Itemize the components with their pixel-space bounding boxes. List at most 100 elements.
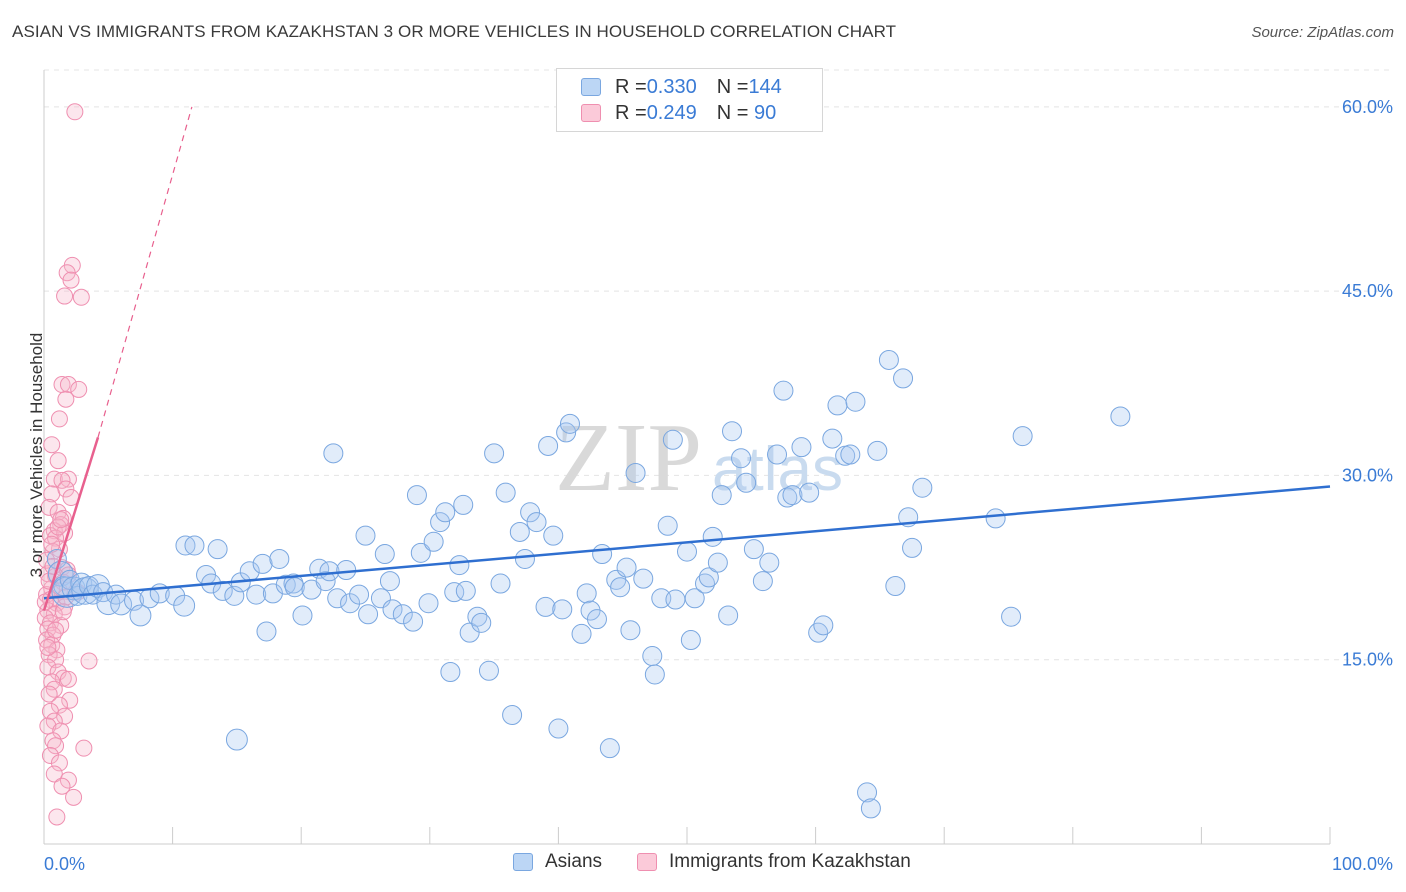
axes [43, 70, 1331, 845]
asian-point-81 [535, 596, 556, 617]
asian-point-53 [374, 544, 395, 565]
asian-point-85 [552, 599, 573, 620]
legend-row-asians: R = 0.330 N = 144 [581, 75, 782, 99]
series-legend-asians[interactable]: Asians [513, 851, 602, 873]
asian-point-146 [1110, 406, 1131, 427]
series-legend: Asians Immigrants from Kazakhstan [0, 851, 1406, 877]
asian-point-137 [878, 349, 899, 370]
asian-point-122 [773, 380, 794, 401]
asian-point-39 [284, 577, 305, 598]
kazakhstan-point-72 [45, 765, 63, 783]
asian-point-73 [484, 443, 505, 464]
legend-r-value-asians: 0.330 [646, 75, 697, 98]
asian-point-58 [406, 485, 427, 506]
kazakhstan-point-80 [43, 535, 61, 553]
asian-point-67 [453, 494, 474, 515]
asian-point-115 [722, 421, 743, 442]
asian-point-109 [695, 573, 716, 594]
kazakhstan-point-59 [40, 685, 58, 703]
asian-point-105 [665, 589, 686, 610]
asian-point-28 [224, 585, 245, 606]
asian-point-74 [490, 573, 511, 594]
series-swatch-asians [513, 853, 533, 871]
asian-point-56 [392, 604, 413, 625]
kazakhstan-point-75 [65, 788, 83, 806]
asian-point-119 [752, 571, 773, 592]
asian-point-126 [799, 482, 820, 503]
series-swatch-kazakhstan [637, 853, 657, 871]
asian-point-106 [677, 541, 697, 562]
kazakhstan-point-58 [45, 680, 63, 698]
asian-point-97 [620, 620, 641, 641]
asian-point-83 [543, 525, 564, 546]
legend-swatch-kazakhstan [581, 104, 601, 122]
asian-point-136 [867, 440, 888, 461]
x-tick-label-0: 0.0% [44, 854, 85, 874]
asian-point-54 [379, 571, 400, 592]
asian-point-102 [651, 588, 672, 609]
kazakhstan-point-14 [59, 470, 77, 488]
kazakhstan-point-60 [61, 691, 79, 709]
asian-point-21 [173, 594, 196, 617]
kazakhstan-point-74 [53, 777, 71, 795]
asian-point-110 [698, 567, 719, 588]
asian-point-121 [767, 444, 788, 465]
asian-point-108 [684, 588, 705, 609]
asian-point-50 [355, 525, 376, 546]
kazakhstan-point-68 [47, 737, 65, 755]
asian-point-128 [813, 615, 834, 636]
asian-point-144 [1001, 606, 1022, 627]
asian-point-84 [548, 718, 569, 739]
kazakhstan-point-9 [57, 390, 75, 408]
asian-point-32 [246, 584, 267, 605]
legend-row-kazakhstan: R = 0.249 N = 90 [581, 101, 776, 125]
series-label-kazakhstan: Immigrants from Kazakhstan [669, 851, 911, 872]
asian-point-66 [449, 555, 470, 576]
asian-point-95 [610, 577, 631, 598]
kazakhstan-point-3 [56, 287, 74, 305]
asian-point-111 [702, 526, 723, 547]
asian-point-45 [323, 443, 344, 464]
asian-point-69 [459, 622, 480, 643]
legend-r-label: R = [615, 75, 647, 98]
asian-point-134 [857, 782, 878, 803]
asian-point-61 [423, 531, 444, 552]
kazakhstan-point-84 [39, 638, 57, 656]
asian-point-99 [633, 568, 654, 589]
asian-point-15 [110, 593, 133, 616]
asian-point-91 [586, 609, 607, 630]
asian-point-17 [129, 604, 152, 627]
asian-point-123 [777, 487, 798, 508]
asian-point-78 [514, 548, 535, 569]
y-tick-label-2: 45.0% [1342, 281, 1393, 301]
asian-point-133 [845, 391, 866, 412]
legend-r-value-kazakhstan: 0.249 [646, 101, 697, 124]
asian-point-46 [327, 588, 348, 609]
asian-point-75 [495, 482, 516, 503]
asian-point-139 [893, 368, 914, 389]
kazakhstan-point-10 [50, 410, 68, 428]
asian-point-92 [592, 544, 613, 565]
asian-point-77 [509, 521, 530, 542]
asian-point-44 [319, 561, 340, 582]
kazakhstan-point-57 [59, 670, 77, 688]
asian-point-80 [526, 512, 547, 533]
y-tick-label-3: 60.0% [1342, 97, 1393, 117]
kazakhstan-point-73 [59, 771, 77, 789]
kazakhstan-point-19 [40, 498, 58, 516]
kazakhstan-trend-line [42, 436, 100, 611]
asian-points [46, 349, 1131, 819]
series-label-asians: Asians [545, 851, 603, 872]
correlation-legend: R = 0.330 N = 144 R = 0.249 N = 90 [556, 68, 823, 132]
kazakhstan-point-52 [80, 652, 98, 670]
legend-r-label: R = [615, 101, 647, 124]
series-legend-kazakhstan[interactable]: Immigrants from Kazakhstan [637, 851, 911, 873]
asian-point-118 [743, 539, 764, 560]
asian-point-79 [520, 502, 541, 523]
asian-trend-line [43, 485, 1331, 600]
legend-n-value-kazakhstan: 90 [748, 101, 777, 124]
kazakhstan-point-17 [57, 480, 75, 498]
kazakhstan-point-0 [66, 103, 84, 121]
kazakhstan-point-8 [70, 380, 88, 398]
